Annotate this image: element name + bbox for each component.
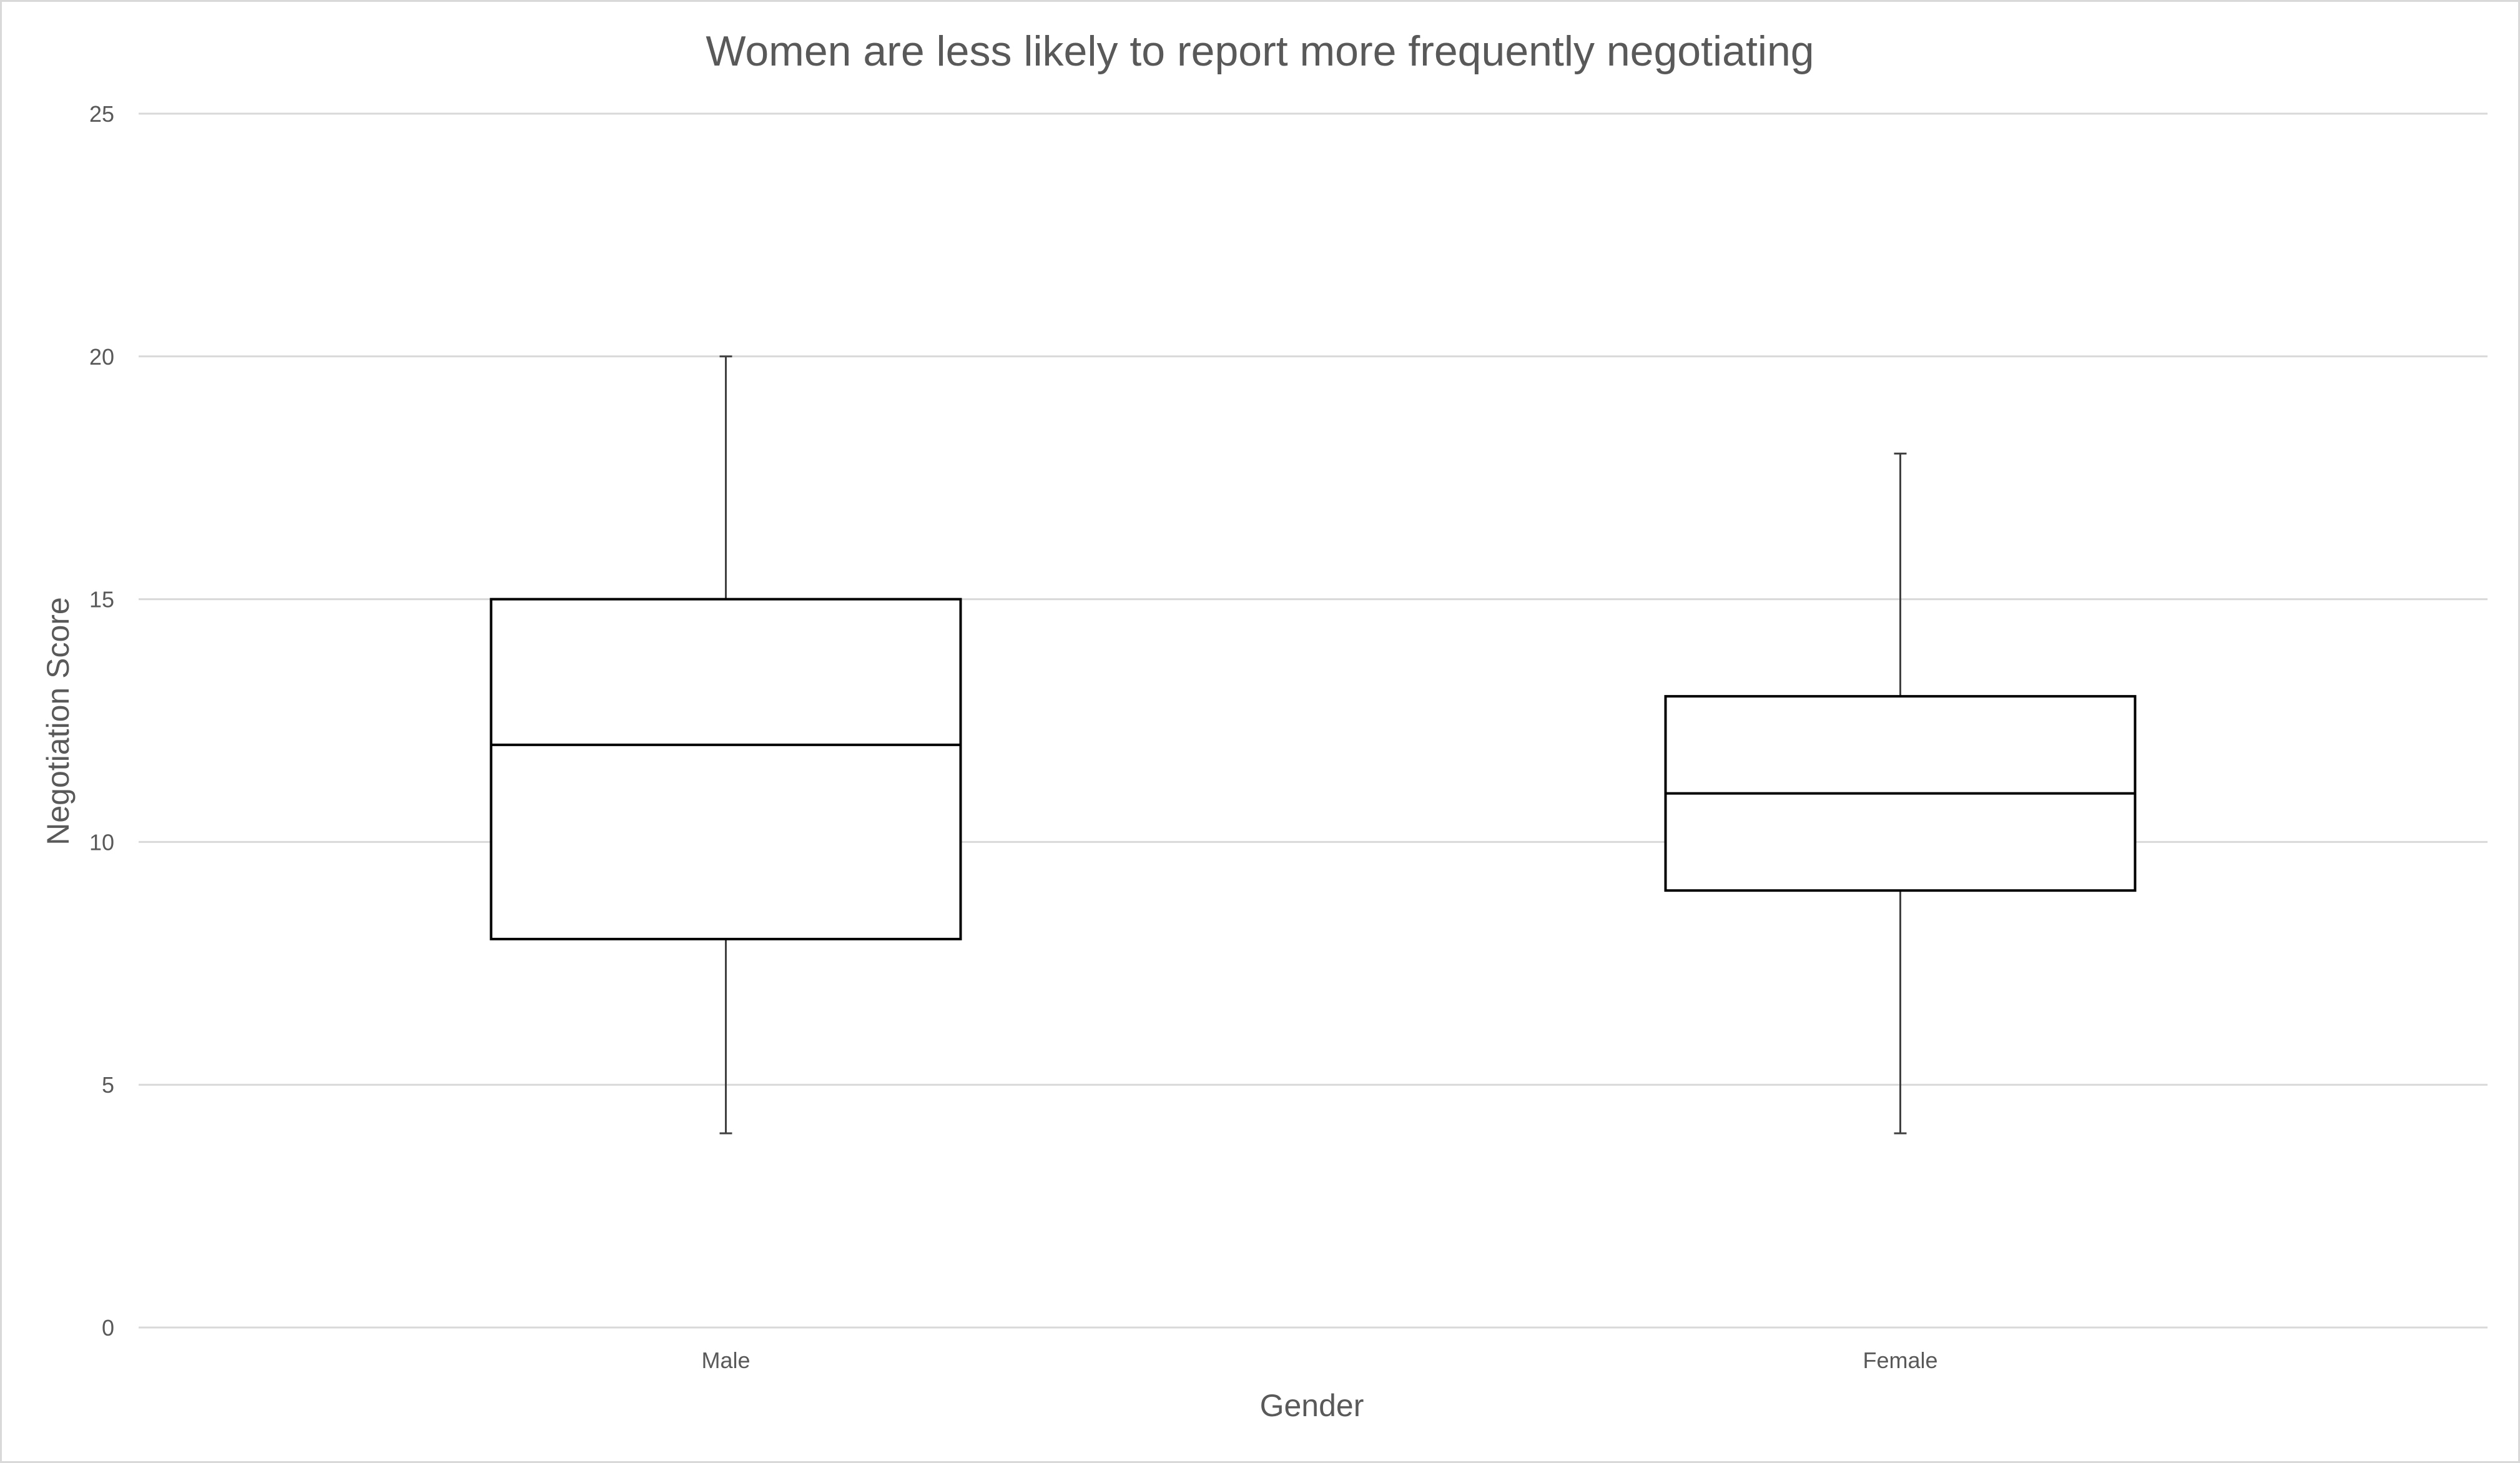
y-tick-label: 0 xyxy=(102,1315,114,1341)
y-tick-label: 15 xyxy=(89,587,114,613)
y-tick-label: 25 xyxy=(89,101,114,127)
y-tick-label: 5 xyxy=(102,1072,114,1098)
box-plot-series xyxy=(490,355,2137,1135)
x-axis-title: Gender xyxy=(1260,1388,1364,1423)
y-axis-tick-labels: 0 5 10 15 20 25 xyxy=(89,101,114,1341)
x-tick-label-female: Female xyxy=(1863,1347,1937,1373)
y-tick-label: 10 xyxy=(89,829,114,855)
chart-title: Women are less likely to report more fre… xyxy=(706,27,1814,75)
x-axis-tick-labels: Male Female xyxy=(701,1347,1937,1373)
iqr-box-male xyxy=(490,598,962,940)
box-group-female xyxy=(1664,452,2137,1135)
y-tick-label: 20 xyxy=(89,344,114,370)
y-axis-title: Negotiation Score xyxy=(41,597,76,845)
x-tick-label-male: Male xyxy=(701,1347,750,1373)
box-group-male xyxy=(490,355,962,1135)
